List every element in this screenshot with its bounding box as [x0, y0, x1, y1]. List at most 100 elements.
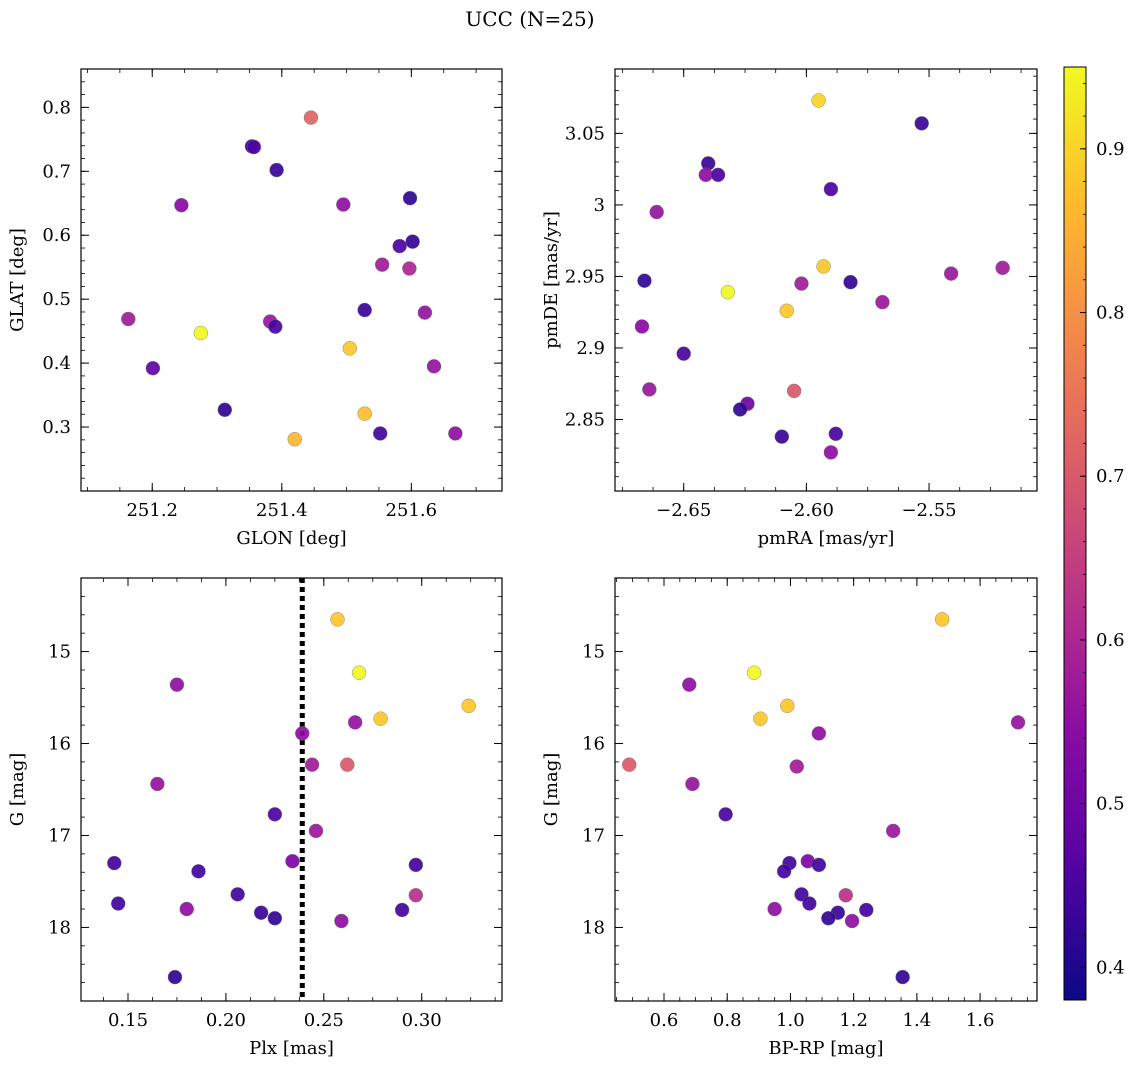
x-tick-label: 1.4: [903, 1010, 932, 1031]
y-tick-label: 0.8: [42, 97, 71, 118]
data-point: [720, 284, 736, 300]
data-point: [426, 359, 442, 374]
panel-bprp-g: 0.6 0.8 1.0 1.2 1.4 1.6 15 16 17 18 BP-RP [mag] G […: [541, 577, 1038, 1059]
colorbar-tick-label: 0.4: [1096, 957, 1125, 978]
data-point: [145, 361, 161, 376]
data-point: [167, 969, 183, 985]
data-point: [811, 857, 827, 873]
data-point: [347, 715, 363, 730]
data-point: [334, 913, 349, 929]
data-point: [285, 854, 300, 869]
x-tick-label: 0.30: [402, 1010, 442, 1031]
data-point: [111, 896, 126, 911]
y-tick-label: 17: [48, 825, 71, 846]
data-point: [246, 139, 262, 155]
y-tick-label: 18: [48, 917, 71, 938]
data-point: [859, 902, 874, 918]
data-point: [357, 406, 372, 421]
y-axis-label: pmDE [mas/yr]: [541, 211, 562, 349]
data-point: [448, 426, 463, 441]
y-tick-label: 0.7: [42, 161, 71, 182]
y-tick-label: 18: [582, 917, 605, 938]
data-point: [895, 969, 910, 985]
data-point: [253, 905, 269, 920]
data-point: [885, 823, 901, 839]
data-point: [373, 711, 388, 726]
colorbar-tick-label: 0.8: [1096, 303, 1125, 324]
x-tick-label: −2.65: [656, 500, 711, 521]
y-tick-label: 2.85: [565, 409, 605, 430]
data-point: [373, 426, 388, 441]
y-tick-label: 16: [582, 734, 605, 755]
y-tick-label: 15: [48, 642, 71, 663]
data-point: [794, 276, 809, 291]
data-point: [753, 711, 768, 726]
data-point: [811, 726, 827, 741]
panel-plx-g: 0.15 0.20 0.25 0.30 15 16 17 18 Plx [mas] G [mag]: [7, 577, 503, 1059]
data-point: [823, 181, 839, 197]
data-point: [642, 382, 657, 397]
data-point: [718, 807, 733, 822]
data-point: [287, 432, 302, 447]
data-point: [838, 888, 853, 903]
data-point: [821, 911, 836, 926]
x-axis-label: pmRA [mas/yr]: [758, 528, 895, 549]
x-tick-label: 251.4: [256, 500, 308, 521]
data-point: [295, 726, 310, 741]
data-point: [169, 677, 185, 692]
data-point: [179, 901, 194, 917]
data-point: [802, 896, 817, 911]
data-point: [816, 259, 831, 274]
colorbar-tick-label: 0.9: [1096, 139, 1125, 160]
y-tick-label: 0.3: [42, 417, 71, 438]
x-tick-label: 251.2: [126, 500, 178, 521]
x-tick-label: 0.20: [206, 1010, 246, 1031]
x-tick-label: 1.6: [966, 1010, 995, 1031]
axes-frame: [80, 68, 503, 492]
colorbar-tick-label: 0.6: [1096, 630, 1125, 651]
x-tick-label: 251.6: [386, 500, 438, 521]
data-point: [622, 757, 637, 772]
data-point: [267, 807, 283, 822]
y-tick-label: 16: [48, 734, 71, 755]
axes-frame: [80, 577, 503, 1002]
data-point: [914, 116, 929, 131]
data-point: [844, 913, 860, 929]
y-tick-label: 3.05: [565, 123, 605, 144]
data-point: [934, 612, 950, 627]
data-point: [191, 864, 206, 879]
data-point: [746, 665, 762, 680]
data-point: [811, 93, 826, 108]
axes-frame: [614, 577, 1038, 1002]
data-point: [217, 402, 232, 417]
x-axis-label: BP-RP [mag]: [768, 1038, 883, 1059]
y-tick-label: 0.6: [42, 225, 71, 246]
data-point: [774, 429, 790, 444]
y-axis-label: GLAT [deg]: [7, 228, 28, 332]
x-tick-label: −2.60: [779, 500, 834, 521]
data-point: [786, 383, 802, 399]
data-point: [340, 757, 355, 772]
colorbar: 0.4 0.5 0.6 0.7 0.8 0.9: [1063, 66, 1125, 1001]
data-point: [408, 857, 424, 873]
data-point: [780, 698, 795, 714]
data-point: [823, 445, 839, 460]
colorbar-gradient: [1063, 66, 1087, 1001]
panel-pmra-pmde: −2.65 −2.60 −2.55 2.85 2.9 2.95 3 3.05 pmRA [mas…: [541, 68, 1038, 549]
data-point: [843, 274, 858, 290]
data-point: [330, 612, 345, 627]
data-point: [336, 197, 351, 212]
x-axis-label: Plx [mas]: [249, 1038, 334, 1059]
panel-glon-glat: 251.2 251.4 251.6 0.3 0.4 0.5 0.6 0.7 0.8 GLON [d…: [7, 68, 503, 549]
data-point: [828, 426, 844, 441]
data-point: [351, 665, 367, 680]
data-point: [402, 190, 418, 206]
data-point: [150, 776, 165, 792]
data-point: [710, 167, 726, 183]
x-tick-label: 0.6: [650, 1010, 679, 1031]
data-point: [357, 302, 372, 318]
colorbar-tick-label: 0.5: [1096, 794, 1125, 815]
y-tick-label: 17: [582, 825, 605, 846]
data-point: [461, 698, 476, 714]
